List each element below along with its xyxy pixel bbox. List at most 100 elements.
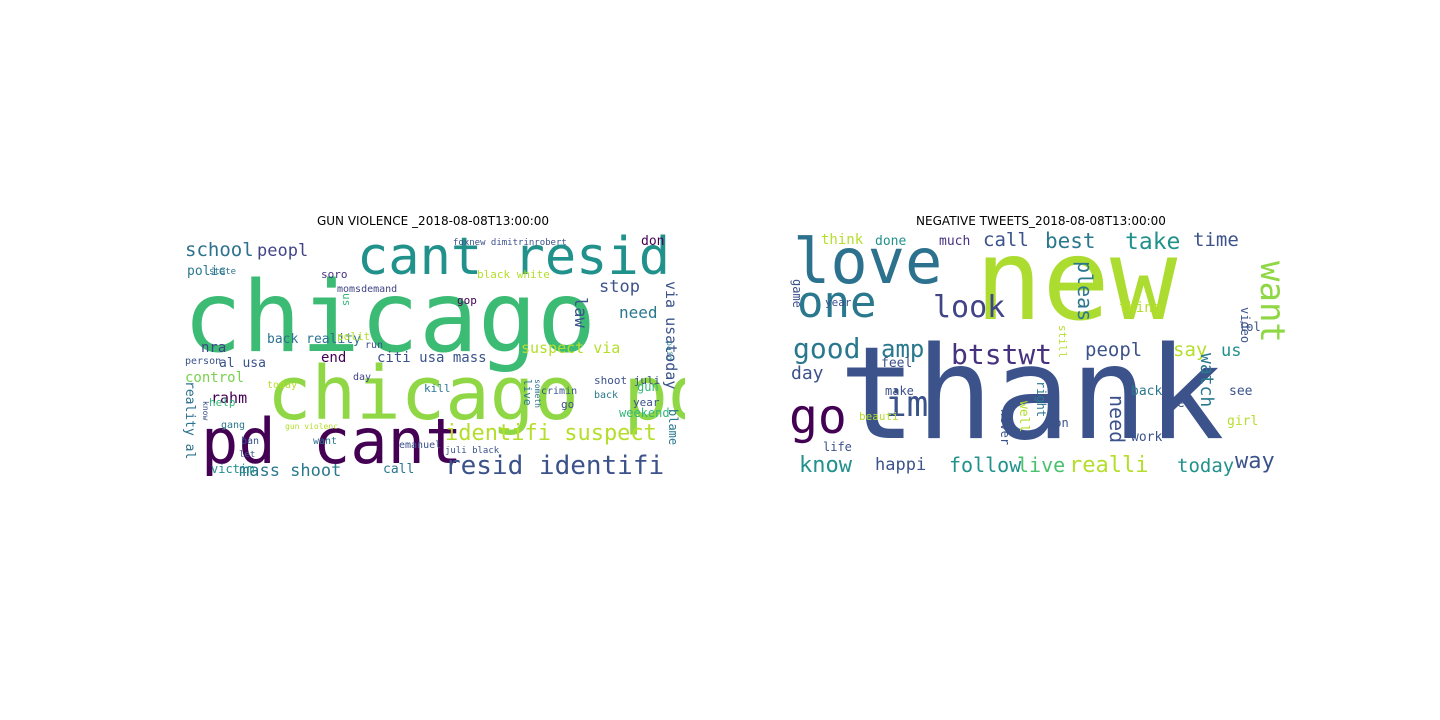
- cloud-word: suspect via: [521, 339, 621, 357]
- cloud-word: love: [793, 231, 943, 298]
- cloud-word: pd cant: [201, 405, 463, 478]
- panel-title: NEGATIVE TWEETS_2018-08-08T13:00:00: [916, 214, 1166, 228]
- cloud-word: let: [239, 450, 256, 460]
- cloud-word: weekend: [619, 406, 670, 420]
- cloud-word: stop: [599, 277, 640, 297]
- cloud-word: us: [340, 293, 353, 307]
- cloud-word: good: [793, 332, 861, 365]
- cloud-word: well: [1016, 401, 1031, 433]
- cloud-word: year: [633, 396, 660, 409]
- cloud-word: ban: [241, 436, 260, 447]
- cloud-word: time: [1193, 231, 1239, 251]
- cloud-word: watch: [1196, 353, 1217, 408]
- cloud-word: emanuel: [399, 440, 442, 451]
- cloud-word: today: [1177, 455, 1235, 477]
- cloud-word: back reality: [267, 332, 361, 347]
- cloud-word: today: [267, 380, 298, 391]
- cloud-word: new: [975, 231, 1178, 346]
- cloud-word: cant resid: [357, 231, 671, 287]
- cloud-word: thing: [1119, 300, 1162, 316]
- cloud-word: need: [619, 303, 658, 322]
- cloud-word: crimin: [541, 386, 578, 397]
- cloud-word: don: [641, 234, 665, 249]
- cloud-word: peopl: [1085, 339, 1143, 361]
- cloud-word: thank: [839, 320, 1225, 469]
- cloud-word: say: [1173, 339, 1208, 361]
- cloud-word: im: [885, 384, 929, 425]
- cloud-word: end: [321, 350, 347, 366]
- cloud-word: paid: [665, 341, 674, 361]
- cloud-word: juli black: [445, 446, 500, 456]
- cloud-word: mass shoot: [239, 461, 342, 481]
- cloud-word: happi: [875, 455, 927, 475]
- cloud-word: someth: [533, 379, 542, 408]
- cloud-word: know: [201, 401, 210, 421]
- cloud-word: chicago pd: [267, 351, 685, 437]
- cloud-word: state: [209, 267, 237, 277]
- cloud-word: make: [885, 384, 914, 398]
- cloud-word: need: [1105, 395, 1129, 444]
- cloud-word: life: [823, 440, 852, 454]
- cloud-word: live: [521, 379, 534, 406]
- cloud-word: gun violenc: [285, 422, 338, 431]
- cloud-word: want: [1252, 261, 1292, 343]
- cloud-word: don: [1047, 416, 1069, 430]
- cloud-word: blame: [666, 409, 680, 446]
- cloud-word: year: [825, 296, 852, 309]
- cloud-word: think: [821, 232, 864, 248]
- cloud-word: girl: [1227, 414, 1259, 429]
- cloud-word: nra: [201, 340, 227, 356]
- cloud-word: kill: [424, 382, 451, 395]
- cloud-word: peopl: [257, 241, 309, 261]
- cloud-word: know: [799, 453, 852, 478]
- panel-title: GUN VIOLENCE _2018-08-08T13:00:00: [316, 214, 550, 228]
- cloud-word: best: [1045, 231, 1096, 253]
- cloud-word: still: [1056, 325, 1069, 359]
- cloud-word: identifi suspect: [445, 421, 657, 446]
- cloud-word: shoot juli: [594, 374, 661, 387]
- cloud-word: right: [1034, 381, 1048, 418]
- cloud-word: beauti: [859, 410, 899, 423]
- cloud-word: run: [365, 340, 384, 351]
- cloud-word: amp: [881, 335, 925, 363]
- cloud-word: gun: [637, 380, 659, 394]
- cloud-word: go: [789, 389, 847, 445]
- cloud-word: day: [353, 372, 372, 383]
- cloud-word: us: [1221, 341, 1242, 361]
- cloud-word: polic: [187, 264, 227, 279]
- cloud-word: see: [1229, 384, 1253, 399]
- cloud-word: citi usa mass: [377, 350, 487, 366]
- cloud-word: school: [185, 239, 254, 261]
- cloud-word: realli: [1069, 453, 1149, 478]
- cloud-word: follow: [949, 453, 1022, 477]
- word-cloud: chicago chicago pd pd cant cant resid re…: [181, 231, 685, 484]
- cloud-word: video: [1238, 307, 1252, 344]
- cloud-word: lol: [1239, 320, 1261, 334]
- cloud-word: black white: [477, 268, 550, 281]
- cloud-word: polit: [337, 330, 371, 343]
- cloud-word: go: [561, 398, 575, 411]
- cloud-word: rahm: [211, 389, 248, 407]
- cloud-word: work: [1131, 430, 1163, 445]
- cloud-word: al usa: [219, 356, 266, 371]
- cloud-word: gang: [221, 420, 246, 431]
- cloud-word: back: [594, 390, 619, 401]
- cloud-word: help: [209, 396, 236, 409]
- cloud-word: want: [313, 436, 338, 447]
- cloud-word: call: [383, 462, 415, 477]
- cloud-word: take: [1125, 231, 1181, 255]
- cloud-word: chicago: [183, 261, 597, 375]
- cloud-word: live: [1017, 453, 1066, 477]
- cloud-word: back: [1131, 384, 1163, 399]
- cloud-word: law: [570, 297, 590, 328]
- cloud-word: btstwt: [951, 338, 1053, 371]
- cloud-word: victim: [211, 462, 255, 476]
- cloud-word: game: [790, 279, 804, 308]
- cloud-word: done: [875, 234, 907, 249]
- cloud-word: resid identifi: [445, 451, 665, 481]
- cloud-word: day: [791, 363, 824, 384]
- cloud-word: control: [185, 370, 245, 386]
- cloud-word: person: [185, 356, 222, 367]
- cloud-word: call: [983, 231, 1029, 251]
